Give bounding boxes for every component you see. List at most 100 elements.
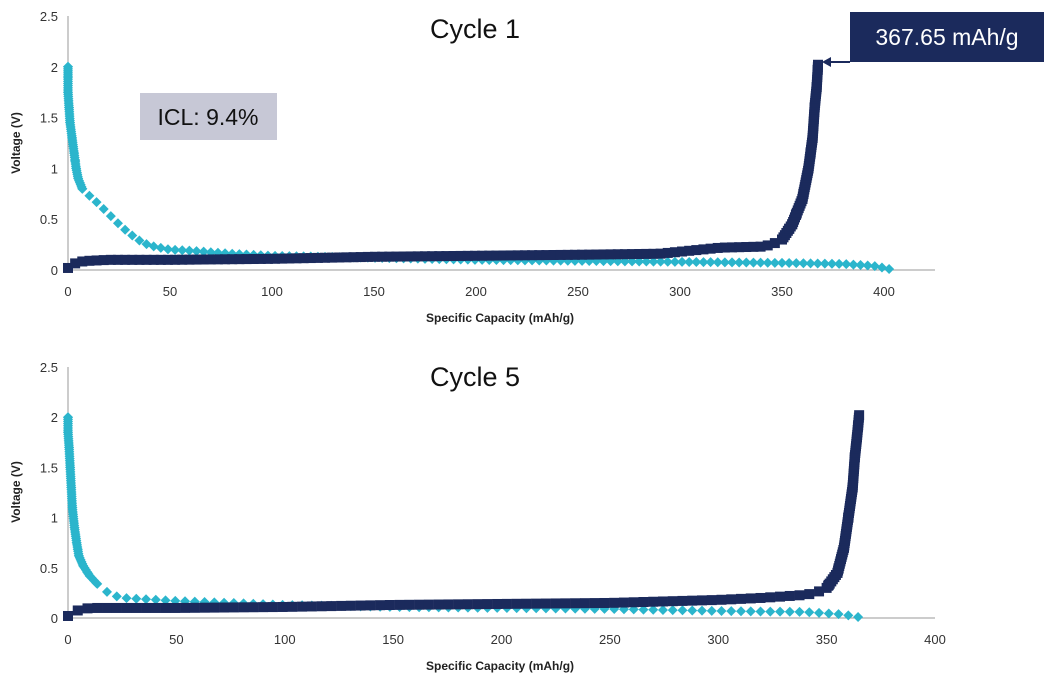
data-point-square <box>511 598 522 609</box>
data-point-square <box>477 250 488 261</box>
x-tick-label: 0 <box>64 632 71 647</box>
capacity-annotation-text: 367.65 mAh/g <box>875 24 1018 50</box>
data-point-square <box>131 602 142 613</box>
data-point-diamond <box>814 607 825 618</box>
data-point-diamond <box>667 605 678 616</box>
data-point-diamond <box>736 606 747 617</box>
data-point-square <box>455 250 466 261</box>
data-point-square <box>548 250 559 261</box>
data-marks <box>63 59 895 274</box>
data-point-square <box>404 599 415 610</box>
y-tick-label: 2 <box>51 410 58 425</box>
x-tick-label: 150 <box>363 284 385 299</box>
data-point-square <box>414 599 425 610</box>
data-point-square <box>655 248 666 259</box>
data-point-diamond <box>876 262 887 273</box>
data-point-square <box>170 602 181 613</box>
data-point-square <box>677 595 688 606</box>
data-point-diamond <box>791 258 802 269</box>
data-point-square <box>814 586 825 597</box>
x-tick-label: 350 <box>771 284 793 299</box>
data-point-square <box>112 254 123 265</box>
data-point-diamond <box>823 608 834 619</box>
data-point-diamond <box>869 261 880 272</box>
data-point-square <box>712 242 723 253</box>
data-point-square <box>72 605 83 616</box>
data-point-square <box>391 251 402 262</box>
data-point-square <box>297 601 308 612</box>
x-tick-label: 100 <box>274 632 296 647</box>
data-point-square <box>316 601 327 612</box>
data-point-diamond <box>705 257 716 268</box>
data-point-diamond <box>755 606 766 617</box>
data-point-square <box>420 251 430 262</box>
data-point-diamond <box>734 257 745 268</box>
data-point-diamond <box>534 255 545 266</box>
data-point-square <box>719 242 730 253</box>
data-point-square <box>148 254 159 265</box>
data-point-square <box>170 254 181 265</box>
x-tick-labels: 0 50 100 150 200 250 300 350 400 <box>64 284 894 299</box>
data-point-square <box>484 250 495 261</box>
data-point-square <box>501 598 512 609</box>
data-point-square <box>177 254 188 265</box>
data-point-square <box>498 250 509 261</box>
x-tick-label: 0 <box>64 284 71 299</box>
data-point-square <box>736 593 747 604</box>
data-point-diamond <box>162 244 173 255</box>
data-point-square <box>267 602 278 613</box>
data-point-square <box>334 252 345 263</box>
data-point-square <box>634 248 645 259</box>
data-point-square <box>669 247 680 258</box>
data-point-square <box>691 245 702 256</box>
data-point-square <box>423 599 434 610</box>
data-point-square <box>63 610 73 621</box>
data-point-square <box>482 599 493 610</box>
data-point-square <box>298 253 309 264</box>
y-tick-labels: 0 0.5 1 1.5 2 2.5 <box>40 9 58 278</box>
data-point-diamond <box>655 256 666 267</box>
data-point-square <box>277 253 288 264</box>
data-point-square <box>336 600 347 611</box>
data-point-diamond <box>184 245 195 256</box>
data-point-diamond <box>198 246 209 257</box>
data-point-square <box>519 250 530 261</box>
data-point-square <box>505 250 516 261</box>
data-point-square <box>762 240 773 251</box>
y-tick-label: 0.5 <box>40 561 58 576</box>
data-point-diamond <box>120 224 131 235</box>
data-point-square <box>92 602 103 613</box>
data-point-square <box>591 249 602 260</box>
data-point-square <box>162 254 173 265</box>
data-point-square <box>662 247 673 258</box>
data-point-diamond <box>91 197 102 208</box>
data-point-square <box>765 592 776 603</box>
data-point-diamond <box>775 606 786 617</box>
data-point-diamond <box>677 256 688 267</box>
data-point-diamond <box>121 593 132 604</box>
data-point-diamond <box>648 256 659 267</box>
data-point-square <box>512 250 523 261</box>
data-point-square <box>375 600 386 611</box>
charge-series <box>63 410 865 621</box>
data-point-square <box>705 243 716 254</box>
data-point-diamond <box>657 604 668 615</box>
data-point-diamond <box>141 594 152 605</box>
data-point-diamond <box>848 259 859 270</box>
data-point-diamond <box>784 258 795 269</box>
data-point-square <box>677 246 688 257</box>
data-point-square <box>120 254 131 265</box>
data-point-square <box>284 253 295 264</box>
icl-annotation: ICL: 9.4% <box>140 93 277 140</box>
data-point-square <box>227 254 238 265</box>
icl-annotation-text: ICL: 9.4% <box>158 104 259 130</box>
data-point-square <box>804 589 815 600</box>
data-point-square <box>755 241 766 252</box>
data-point-square <box>569 249 580 260</box>
data-point-square <box>562 249 573 260</box>
data-point-square <box>813 59 824 70</box>
data-point-square <box>427 251 438 262</box>
x-tick-label: 200 <box>491 632 513 647</box>
data-point-square <box>105 254 116 265</box>
capacity-annotation-box <box>850 12 1044 62</box>
